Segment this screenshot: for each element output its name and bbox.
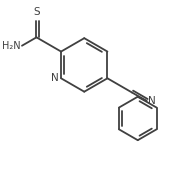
Text: H₂N: H₂N [2,41,21,51]
Text: N: N [51,73,59,83]
Text: S: S [33,7,40,17]
Text: N: N [148,96,156,106]
